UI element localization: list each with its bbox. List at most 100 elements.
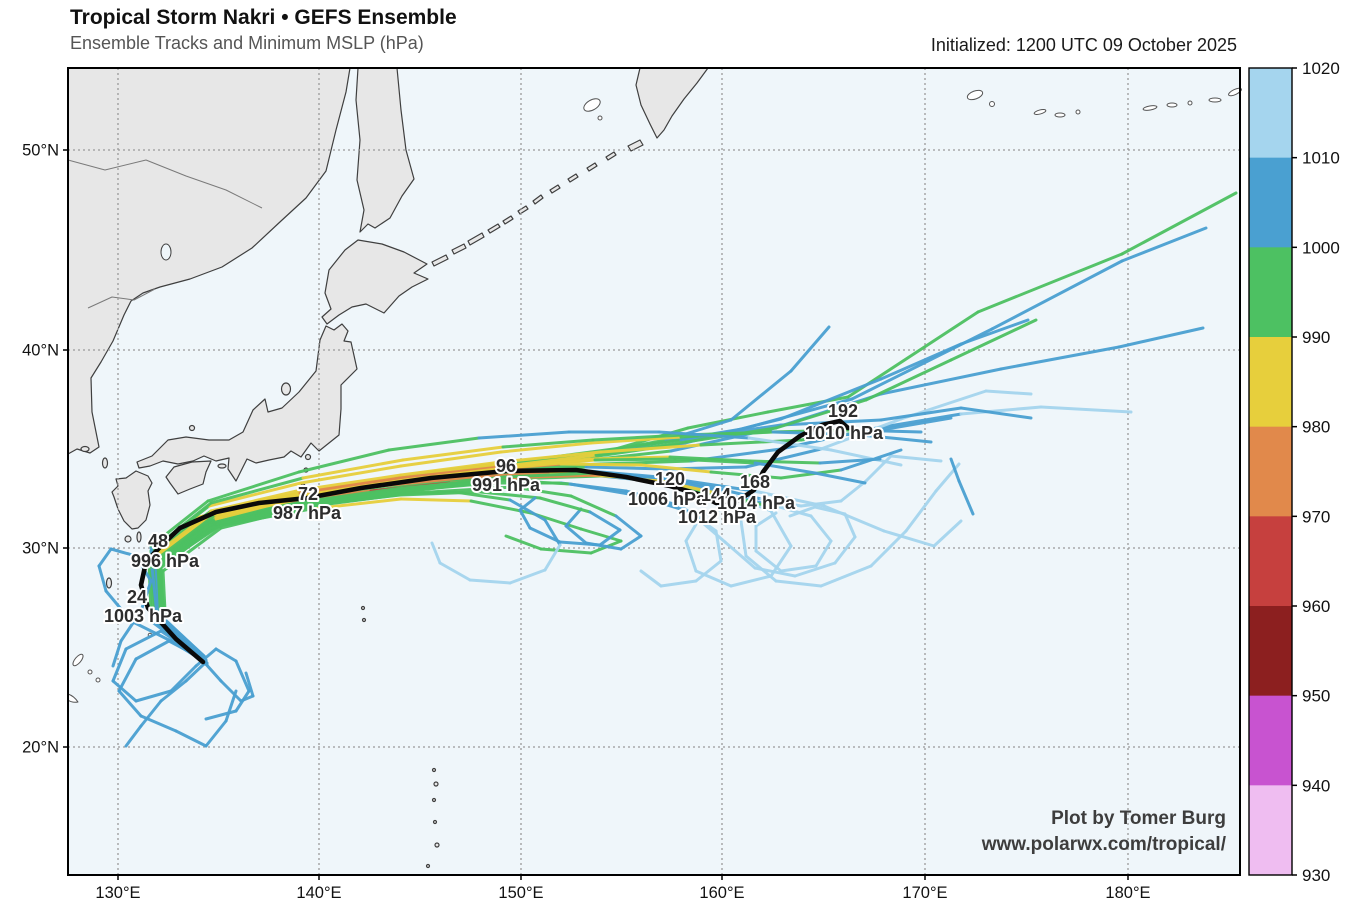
ensemble-track-segment <box>949 457 961 483</box>
ensemble-track-segment <box>469 471 553 479</box>
ensemble-track-segment <box>299 473 403 492</box>
ensemble-track-segment <box>477 430 571 440</box>
colorbar-bin <box>1249 785 1292 876</box>
ensemble-track-segment <box>234 659 251 693</box>
ensemble-track-segment <box>499 441 593 454</box>
ensemble-track-segment <box>518 496 537 512</box>
colorbar-bin <box>1249 695 1292 786</box>
ensemble-track-segment <box>184 661 207 683</box>
mean-track-line <box>138 418 851 665</box>
ensemble-track-segment <box>799 499 843 508</box>
ensemble-track-segment <box>793 561 837 578</box>
ensemble-track-segment <box>215 504 310 526</box>
ensemble-track-segment <box>984 389 1033 396</box>
ensemble-track-segment <box>309 497 403 511</box>
colorbar-tick-label: 950 <box>1302 687 1330 706</box>
plot-frame <box>67 67 1241 876</box>
ensemble-track-segment <box>598 528 622 547</box>
ensemble-track-segment <box>614 514 643 538</box>
ensemble-track-segment <box>498 478 572 486</box>
ensemble-track-segment <box>508 568 547 585</box>
ensemble-track-segment <box>543 543 562 572</box>
ensemble-track-segment <box>769 509 793 548</box>
ensemble-track-segment <box>688 510 727 544</box>
ensemble-track-segment <box>752 489 826 508</box>
colorbar-bin <box>1249 516 1292 607</box>
init-time-label: Initialized: 1200 UTC 09 October 2025 <box>930 35 1237 55</box>
ensemble-track-segment <box>159 523 223 567</box>
ensemble-track-segment <box>111 639 123 668</box>
hour-label: 72 <box>298 484 318 504</box>
x-tick-label: 150°E <box>498 884 543 902</box>
ensemble-track-segment <box>139 699 163 728</box>
country-borders <box>67 159 263 309</box>
ensemble-track-segment <box>819 564 873 588</box>
colorbar-tick-label: 1010 <box>1302 149 1340 168</box>
ensemble-track-segment <box>1039 405 1133 414</box>
ensemble-track-segment <box>569 494 618 518</box>
colorbar-tick-label: 1020 <box>1302 59 1340 78</box>
ensemble-track-segment <box>779 377 883 421</box>
ensemble-track-segment <box>538 496 592 514</box>
ensemble-track-segment <box>959 406 1033 420</box>
ensemble-track-segment <box>124 724 143 748</box>
ensemble-track-segment <box>714 486 763 501</box>
y-tick-label: 30°N <box>22 540 59 558</box>
colorbar-tick-label: 970 <box>1302 507 1330 526</box>
y-axis-labels: 50°N 40°N 30°N 20°N <box>22 142 68 757</box>
ensemble-track-segment <box>298 492 392 507</box>
ensemble-track-segment <box>774 504 813 518</box>
ensemble-track-segment <box>508 498 547 522</box>
ensemble-track-segment <box>879 406 963 422</box>
ensemble-track-segment <box>301 458 405 480</box>
ensemble-track-segment <box>430 541 442 565</box>
ensemble-track-segment <box>809 514 833 543</box>
ensemble-track-segment <box>156 563 163 626</box>
coastline-honshu <box>136 323 358 482</box>
colorbar-bin <box>1249 426 1292 517</box>
ensemble-track-segment <box>999 345 1121 371</box>
ensemble-track-segment <box>134 639 171 661</box>
ensemble-track-segment <box>202 660 223 683</box>
ensemble-track-segment <box>1120 226 1208 263</box>
ensemble-track-segment <box>104 589 133 623</box>
ensemble-track-segment <box>813 505 847 516</box>
ensemble-track-segment <box>1117 326 1205 349</box>
coastlines <box>67 67 1242 869</box>
ensemble-track-segment <box>813 471 867 485</box>
ensemble-track-segment <box>882 529 936 548</box>
ensemble-track-segment <box>699 438 803 447</box>
hour-label: 168 <box>740 472 770 492</box>
pressure-label: 996 hPa <box>131 551 200 571</box>
pressure-label: 1012 hPa <box>678 507 757 527</box>
hour-label: 24 <box>127 587 147 607</box>
ensemble-track-segment <box>209 476 305 505</box>
coastline-kamchatka <box>635 67 709 139</box>
ensemble-track-segment <box>619 534 643 551</box>
ensemble-track-segment <box>579 527 623 543</box>
ensemble-track-segment <box>502 471 596 479</box>
ensemble-track-segment <box>774 579 823 588</box>
ensemble-track-segment <box>111 679 138 703</box>
lake-khanka <box>160 243 172 261</box>
ensemble-track-segment <box>759 497 803 508</box>
ensemble-track-segment <box>879 342 963 381</box>
ensemble-track-segment <box>299 464 403 485</box>
ensemble-track-segment <box>501 438 595 449</box>
y-tick-label: 20°N <box>22 739 59 757</box>
colorbar-tick-label: 1000 <box>1302 238 1340 257</box>
ensemble-track-segment <box>564 507 583 528</box>
page-subtitle: Ensemble Tracks and Minimum MSLP (hPa) <box>70 33 424 53</box>
credit-author: Plot by Tomer Burg <box>1051 808 1226 829</box>
ensemble-track-segment <box>97 547 113 568</box>
colorbar-outline <box>1248 67 1293 876</box>
colorbar-bin <box>1249 606 1292 697</box>
ensemble-track-segment <box>511 485 573 498</box>
ensemble-track-segment <box>584 465 668 471</box>
gridlines <box>68 68 1240 875</box>
ensemble-track-segment <box>518 508 532 530</box>
colorbar-bin <box>1249 337 1292 428</box>
ensemble-track-segment <box>399 460 503 477</box>
ensemble-track-segment <box>149 499 210 548</box>
